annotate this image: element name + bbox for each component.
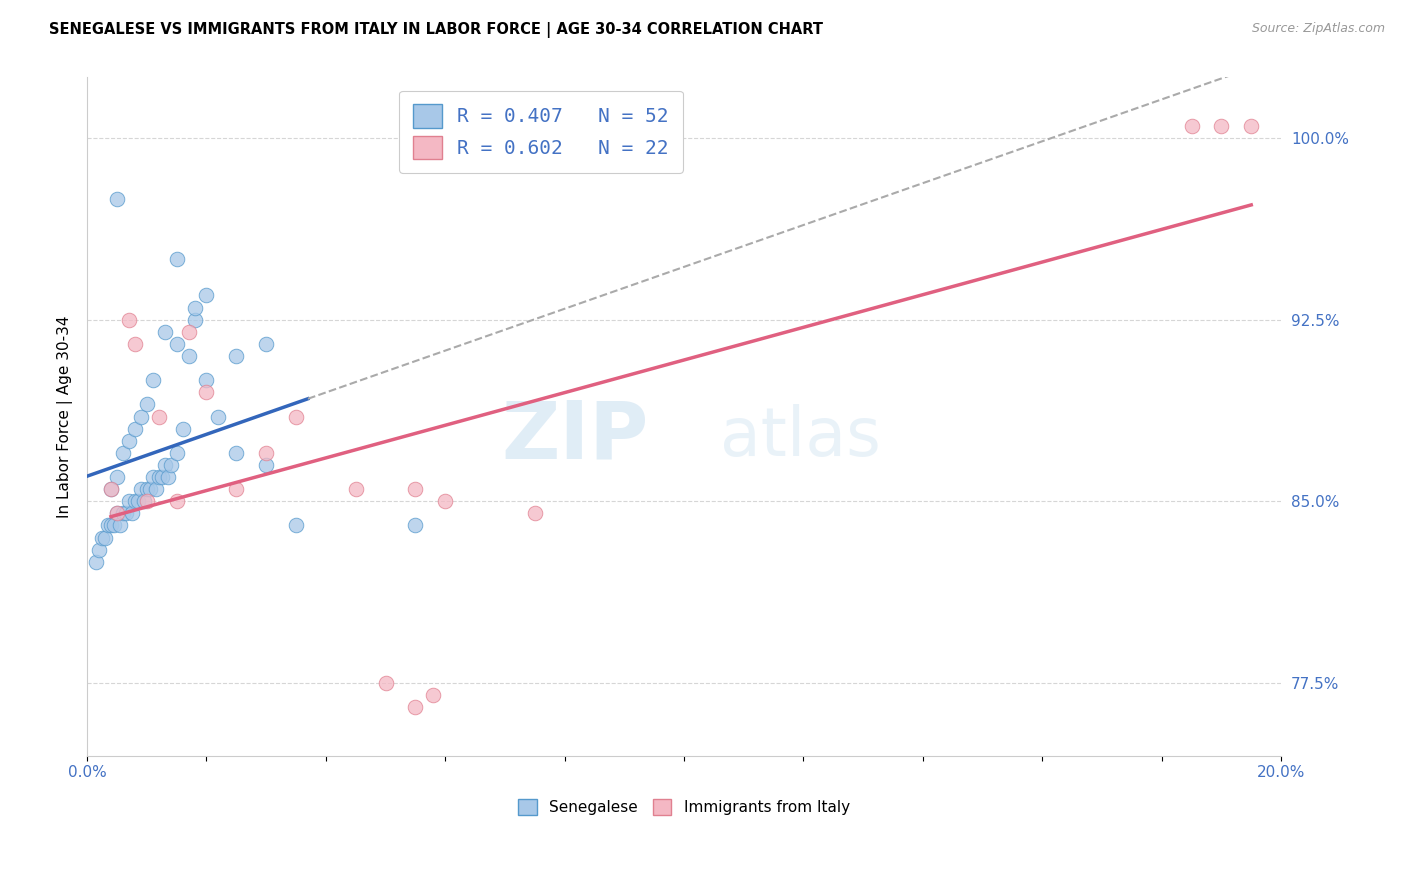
Y-axis label: In Labor Force | Age 30-34: In Labor Force | Age 30-34 (58, 315, 73, 517)
Point (100, 518, 122, 533)
Point (118, 312, 141, 326)
Point (166, 252, 188, 266)
Point (153, 325, 176, 339)
Point (285, 409, 308, 424)
Point (166, 446, 188, 460)
Point (124, 336, 146, 351)
Point (166, 336, 188, 351)
Point (124, 422, 146, 436)
Point (1240, 119, 1263, 133)
Point (97, 518, 120, 533)
Point (139, 482, 162, 496)
Point (145, 482, 167, 496)
Point (148, 409, 170, 424)
Point (132, 494, 155, 508)
Point (100, 482, 122, 496)
Point (225, 349, 247, 363)
Point (94, 531, 117, 545)
Point (84, 555, 107, 569)
Point (118, 434, 141, 448)
Text: ZIP: ZIP (501, 398, 648, 475)
Point (100, 482, 122, 496)
Point (142, 470, 165, 484)
Point (105, 507, 128, 521)
Point (108, 518, 131, 533)
Point (195, 385, 218, 400)
Point (142, 373, 165, 387)
Point (129, 409, 152, 424)
Point (183, 301, 205, 315)
Point (121, 507, 143, 521)
Point (404, 700, 426, 714)
Point (183, 312, 205, 326)
Point (105, 507, 128, 521)
Point (254, 336, 277, 351)
Point (374, 676, 396, 690)
Point (166, 494, 188, 508)
Point (254, 458, 277, 472)
Point (159, 458, 181, 472)
Point (118, 494, 141, 508)
Point (254, 446, 277, 460)
Point (91, 531, 114, 545)
Point (103, 518, 125, 533)
Point (225, 446, 247, 460)
Point (523, 507, 546, 521)
Point (195, 288, 218, 302)
Point (404, 518, 426, 533)
Text: SENEGALESE VS IMMIGRANTS FROM ITALY IN LABOR FORCE | AGE 30-34 CORRELATION CHART: SENEGALESE VS IMMIGRANTS FROM ITALY IN L… (49, 22, 823, 38)
Point (434, 494, 457, 508)
Point (422, 688, 444, 702)
Point (207, 409, 229, 424)
Point (150, 470, 173, 484)
Point (156, 470, 179, 484)
Legend: Senegalese, Immigrants from Italy: Senegalese, Immigrants from Italy (510, 791, 858, 822)
Point (177, 325, 200, 339)
Point (172, 422, 194, 436)
Point (153, 458, 176, 472)
Point (87, 542, 110, 557)
Point (135, 482, 157, 496)
Point (148, 470, 170, 484)
Text: Source: ZipAtlas.com: Source: ZipAtlas.com (1251, 22, 1385, 36)
Point (124, 494, 146, 508)
Point (135, 397, 157, 411)
Point (195, 373, 218, 387)
Text: atlas: atlas (720, 404, 880, 470)
Point (105, 192, 128, 206)
Point (1211, 119, 1233, 133)
Point (105, 470, 128, 484)
Point (177, 349, 200, 363)
Point (129, 482, 152, 496)
Point (111, 446, 134, 460)
Point (404, 482, 426, 496)
Point (127, 494, 149, 508)
Point (111, 507, 134, 521)
Point (285, 518, 308, 533)
Point (344, 482, 367, 496)
Point (135, 494, 157, 508)
Point (225, 482, 247, 496)
Point (1180, 119, 1202, 133)
Point (115, 507, 138, 521)
